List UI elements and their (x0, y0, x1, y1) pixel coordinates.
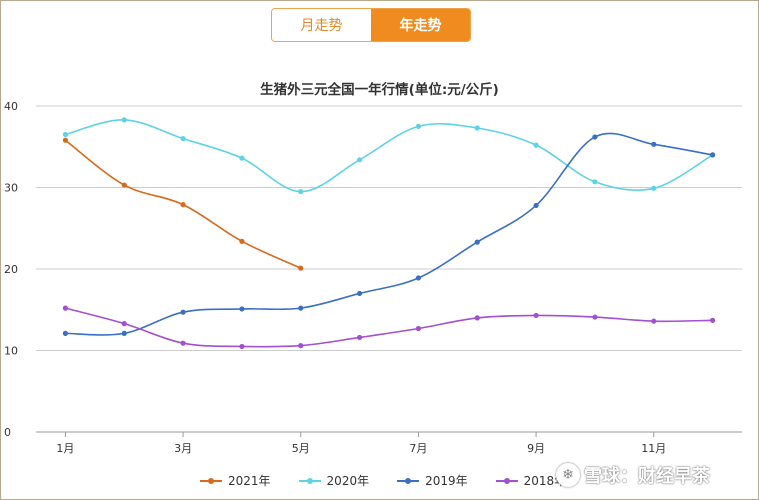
data-point-1-3 (180, 136, 186, 142)
data-point-2-8 (474, 239, 480, 245)
watermark-text: 雪球：财经早茶 (584, 466, 710, 487)
legend-swatch (298, 475, 321, 487)
data-point-0-5 (298, 265, 304, 271)
data-point-1-6 (356, 157, 363, 163)
x-tick-label-9: 9月 (527, 442, 545, 455)
data-point-0-1 (62, 137, 69, 143)
series-line-2 (65, 132, 713, 336)
legend-item-3[interactable]: 2018年 (495, 472, 567, 489)
data-point-0-2 (121, 182, 127, 188)
series-line-1 (65, 119, 713, 193)
x-tick-label-1: 1月 (56, 442, 74, 455)
legend-item-0[interactable]: 2021年 (200, 472, 271, 489)
legend-label: 2021年 (228, 474, 271, 488)
legend-item-1[interactable]: 2020年 (298, 472, 370, 489)
period-toggle: 月走势 年走势 (271, 8, 471, 42)
y-tick-label-30: 30 (4, 182, 18, 195)
chart-title: 生猪外三元全国一年行情(单位:元/公斤) (260, 82, 499, 98)
data-point-3-10 (592, 314, 598, 320)
data-point-3-4 (239, 343, 245, 350)
data-point-2-1 (62, 330, 69, 336)
data-point-2-4 (239, 306, 245, 312)
data-point-2-6 (356, 290, 363, 297)
watermark: ❄ 雪球：财经早茶 (556, 462, 710, 488)
data-point-0-4 (239, 238, 245, 244)
legend-item-2[interactable]: 2019年 (397, 472, 468, 489)
data-point-3-2 (121, 321, 127, 327)
legend-swatch (495, 475, 518, 487)
year-trend-tab[interactable]: 年走势 (371, 9, 470, 41)
data-point-2-12 (709, 152, 716, 158)
data-point-1-2 (121, 117, 127, 123)
data-point-3-1 (62, 305, 69, 311)
chart-legend: 2021年 2020年 2019年 2018年 (200, 472, 566, 489)
data-point-1-7 (415, 123, 422, 129)
data-point-1-10 (592, 179, 598, 185)
data-point-2-9 (533, 202, 539, 209)
month-trend-tab[interactable]: 月走势 (272, 9, 371, 41)
legend-swatch (200, 475, 222, 487)
x-tick-label-7: 7月 (409, 442, 427, 455)
data-point-3-5 (298, 343, 304, 349)
data-point-1-5 (298, 188, 304, 195)
data-point-3-12 (709, 317, 716, 323)
snowball-logo-icon: ❄ (556, 463, 580, 487)
legend-label: 2020年 (326, 474, 370, 488)
x-tick-label-11: 11月 (641, 442, 666, 455)
data-point-3-6 (356, 334, 363, 341)
data-point-1-11 (651, 185, 657, 191)
data-point-2-5 (298, 305, 304, 311)
y-tick-label-40: 40 (4, 100, 18, 113)
data-point-3-8 (474, 315, 480, 321)
data-point-1-8 (474, 125, 480, 131)
data-point-2-11 (651, 141, 657, 147)
legend-swatch (397, 475, 420, 487)
y-tick-label-20: 20 (4, 263, 18, 276)
data-point-3-11 (651, 318, 657, 324)
data-point-3-7 (415, 325, 422, 332)
data-point-3-3 (180, 340, 186, 346)
data-point-0-3 (180, 202, 186, 208)
data-point-3-9 (533, 312, 539, 319)
data-point-1-9 (533, 142, 539, 148)
data-point-1-4 (239, 155, 245, 161)
data-point-2-10 (592, 134, 598, 140)
series-line-3 (65, 307, 713, 348)
legend-label: 2019年 (425, 474, 468, 488)
y-tick-label-10: 10 (4, 345, 18, 358)
data-point-1-1 (62, 131, 69, 138)
data-point-2-3 (180, 309, 186, 315)
legend-label: 2018年 (523, 474, 567, 488)
data-point-2-7 (415, 275, 422, 281)
data-point-2-2 (121, 330, 127, 336)
x-tick-label-3: 3月 (174, 442, 192, 455)
x-tick-label-5: 5月 (292, 442, 310, 455)
y-tick-label-0: 0 (4, 426, 11, 439)
